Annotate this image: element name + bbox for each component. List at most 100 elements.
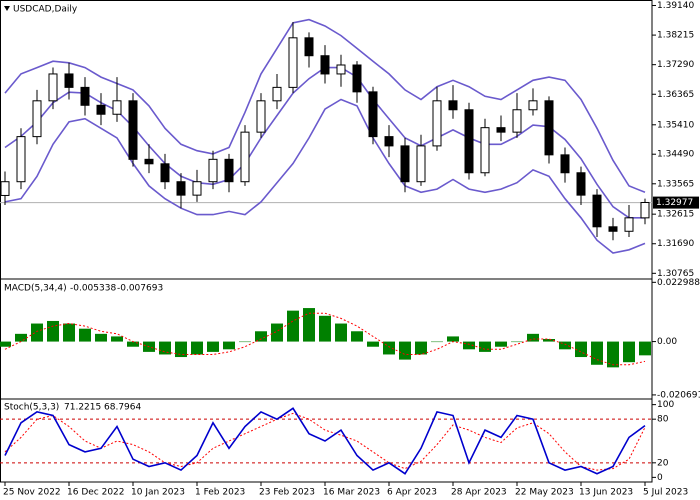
y-tick-label: 1.34490 [657,150,694,160]
macd-bar [319,315,331,342]
candle-body [592,194,602,228]
candle-body [160,163,170,183]
candle-body [416,145,426,183]
candle-body [576,172,586,196]
candle-body [80,86,90,106]
y-tick-label: 0.00 [657,337,677,347]
bollinger-upper [4,18,646,194]
candle-body [608,226,618,232]
x-tick-label: 16 Mar 2023 [323,488,380,498]
y-tick-label: 1.38215 [657,31,694,41]
plot-border [0,0,653,483]
macd-bar [559,341,571,350]
macd-bar [383,341,395,355]
macd-bar [79,328,91,342]
macd-title: MACD(5,34,4) [4,284,67,294]
candle-body [0,181,10,196]
macd-signal [4,312,646,366]
macd-bar [191,341,203,355]
x-tick-label: 25 Nov 2022 [3,488,61,498]
candle-body [224,158,234,183]
candle-body [128,100,138,160]
candle-body [176,181,186,196]
current-price-label: 1.32977 [656,198,693,208]
candle-body [48,73,58,102]
x-tick-label: 16 Dec 2022 [67,488,125,498]
stoch-title: Stoch(5,3,3) [4,403,59,413]
current-price-box [653,196,699,209]
candle-body [192,181,202,196]
x-tick-label: 6 Apr 2023 [387,488,437,498]
y-tick-label: 20 [657,458,669,468]
candle-body [560,154,570,174]
macd-value: -0.005338 [70,284,116,294]
macd-bar [399,341,411,360]
macd-bar [47,320,59,342]
candle-body [544,100,554,156]
macd-bar [511,341,523,343]
candle-body [304,37,314,57]
macd-bar [255,331,267,342]
macd-bar [591,341,603,365]
x-tick-label: 22 May 2023 [515,488,574,498]
candle-body [368,91,378,138]
stoch-main [4,407,646,475]
menu-icon[interactable] [4,6,10,11]
macd-bar [575,341,587,358]
y-tick-label: 1.35410 [657,120,694,130]
candle-body [528,100,538,111]
macd-bar [0,341,11,347]
candle-body [144,158,154,165]
candle-body [432,100,442,147]
macd-bar [351,331,363,342]
macd-bar [527,333,539,342]
candle-body [400,145,410,183]
macd-bar [495,341,507,347]
macd-bar [95,333,107,342]
candle-body [496,127,506,133]
candle-body [96,104,106,115]
candle-body [208,158,218,183]
macd-bar [159,341,171,355]
x-tick-label: 1 Feb 2023 [195,488,245,498]
macd-bar [543,339,555,342]
macd-bar [623,341,635,363]
macd-bar [607,341,619,368]
stoch-k-value: 71.2215 [64,403,101,413]
candle-body [640,201,650,219]
y-tick-label: 1.37290 [657,60,694,70]
x-tick-label: 10 Jan 2023 [131,488,185,498]
y-tick-label: 1.33565 [657,179,694,189]
candle-body [64,73,74,88]
macd-bar [415,341,427,355]
chart-title: USDCAD,Daily [13,5,78,15]
candle-body [480,127,490,174]
macd-bar [127,341,139,347]
y-tick-label: 1.31690 [657,239,694,249]
candle-body [240,131,250,183]
candle-body [272,86,282,102]
x-tick-label: 28 Apr 2023 [451,488,507,498]
y-tick-label: 1.30765 [657,269,694,279]
y-tick-label: 1.39140 [657,1,694,11]
macd-bar [31,323,43,342]
y-tick-label: 80 [657,415,669,425]
candle-body [448,100,458,111]
y-tick-label: -0.020691 [657,390,700,400]
candle-body [384,136,394,147]
macd-bar [447,336,459,342]
x-tick-label: 13 Jun 2023 [579,488,633,498]
candle-body [112,100,122,115]
macd-bar [335,323,347,342]
candle-body [336,64,346,75]
macd-bar [111,336,123,342]
macd-bar [463,341,475,350]
candle-body [16,136,26,183]
macd-bar [367,341,379,347]
stoch-signal [4,412,646,471]
candle-body [464,109,474,174]
macd-bar [207,341,219,352]
x-tick-label: 23 Feb 2023 [259,488,315,498]
